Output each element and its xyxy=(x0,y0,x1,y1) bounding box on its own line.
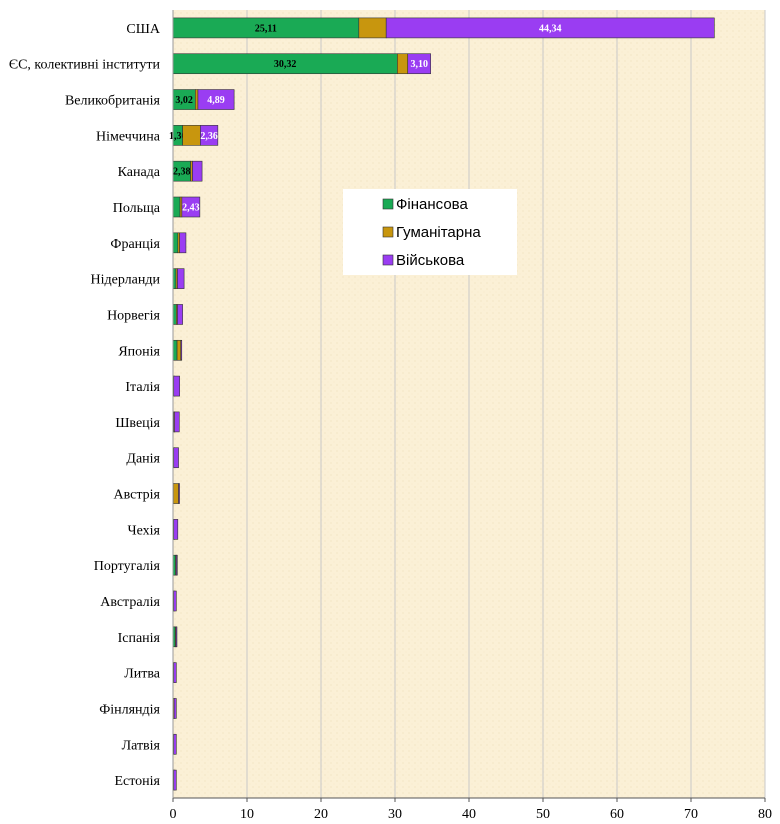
bar-segment xyxy=(172,339,178,361)
bar-segment xyxy=(175,626,178,648)
bar-segment xyxy=(173,447,179,469)
bar-segment xyxy=(181,196,201,218)
bar-segment xyxy=(173,519,179,540)
bar-segment xyxy=(178,483,180,504)
category-label: Японія xyxy=(118,344,160,359)
bar-segment xyxy=(176,554,178,576)
data-label: 2,43 xyxy=(182,203,200,214)
category-label: Фінляндія xyxy=(99,702,160,717)
bar-segment xyxy=(200,125,219,146)
bar-segment xyxy=(180,339,183,361)
category-label: Латвія xyxy=(122,738,161,753)
data-label: 2,38 xyxy=(173,167,191,178)
x-tick-label: 20 xyxy=(314,807,328,822)
category-label: Іспанія xyxy=(118,631,161,646)
data-label: 25,11 xyxy=(255,23,277,34)
category-label: Австрія xyxy=(114,488,161,503)
bar-segment xyxy=(172,196,181,218)
category-label: Франція xyxy=(110,237,160,252)
bar-segment xyxy=(177,304,183,325)
category-label: Швеція xyxy=(115,416,160,431)
legend-label: Військова xyxy=(396,252,465,269)
bar-segment xyxy=(182,125,201,146)
category-label: Данія xyxy=(126,452,160,467)
category-label: Польща xyxy=(113,201,161,216)
category-label: Чехія xyxy=(128,523,161,538)
data-label: 3,10 xyxy=(410,59,428,70)
legend-label: Гуманітарна xyxy=(396,224,481,241)
category-labels: США ЄС, колективні інститути Великобритані… xyxy=(9,22,161,789)
data-label: 30,32 xyxy=(274,59,297,70)
bar-segment xyxy=(173,483,179,504)
gridlines xyxy=(246,10,766,798)
bar-segment xyxy=(385,17,715,39)
legend-swatch xyxy=(382,226,394,238)
data-label: 3,02 xyxy=(175,95,193,106)
bar-segment xyxy=(173,662,177,683)
bar-segment xyxy=(195,89,199,110)
x-tick-label: 70 xyxy=(684,807,698,822)
bar-segment xyxy=(397,53,409,75)
x-tick-label: 30 xyxy=(388,807,402,822)
category-label: Норвегія xyxy=(107,308,160,323)
bar-segment xyxy=(358,17,387,39)
x-tick-label: 50 xyxy=(536,807,550,822)
x-axis-ticks: 0 10 20 30 40 50 60 70 80 xyxy=(170,798,772,822)
x-tick-label: 10 xyxy=(240,807,254,822)
data-label: 2,36 xyxy=(200,131,218,142)
bar-segment xyxy=(197,89,235,110)
legend: Фінансова Гуманітарна Військова xyxy=(343,189,517,275)
data-label: 1,30 xyxy=(169,131,187,142)
category-label: Австралія xyxy=(100,595,160,610)
legend-box xyxy=(343,189,517,275)
bar-segment xyxy=(172,232,179,254)
x-tick-label: 60 xyxy=(610,807,624,822)
bar-segment xyxy=(173,733,177,755)
legend-label: Фінансова xyxy=(396,196,468,213)
x-tick-label: 40 xyxy=(462,807,476,822)
bar-segment xyxy=(174,411,180,433)
bar-segment xyxy=(173,769,177,791)
category-label: Нідерланди xyxy=(91,273,161,288)
category-label: Португалія xyxy=(94,559,161,574)
category-label: Великобританія xyxy=(65,94,161,109)
category-label: Німеччина xyxy=(96,129,161,144)
bar-segment xyxy=(176,339,182,361)
bar-segment xyxy=(407,53,431,75)
x-tick-label: 0 xyxy=(170,807,177,822)
bar-segment xyxy=(173,590,177,612)
bar-segment xyxy=(192,160,203,182)
category-label: Італія xyxy=(125,380,160,395)
bar-segment xyxy=(179,232,187,254)
bar-segment xyxy=(173,375,180,397)
bar-segment xyxy=(173,698,177,719)
data-label: 44,34 xyxy=(539,23,562,34)
legend-swatch xyxy=(382,198,394,210)
category-label: Литва xyxy=(124,667,161,682)
x-tick-label: 80 xyxy=(758,807,772,822)
category-label: Естонія xyxy=(114,774,160,789)
bar-segment xyxy=(177,268,185,289)
category-label: ЄС, колективні інститути xyxy=(9,58,161,73)
category-label: США xyxy=(126,22,160,37)
data-label: 4,89 xyxy=(207,95,225,106)
category-label: Канада xyxy=(118,165,161,180)
legend-swatch xyxy=(382,254,394,266)
